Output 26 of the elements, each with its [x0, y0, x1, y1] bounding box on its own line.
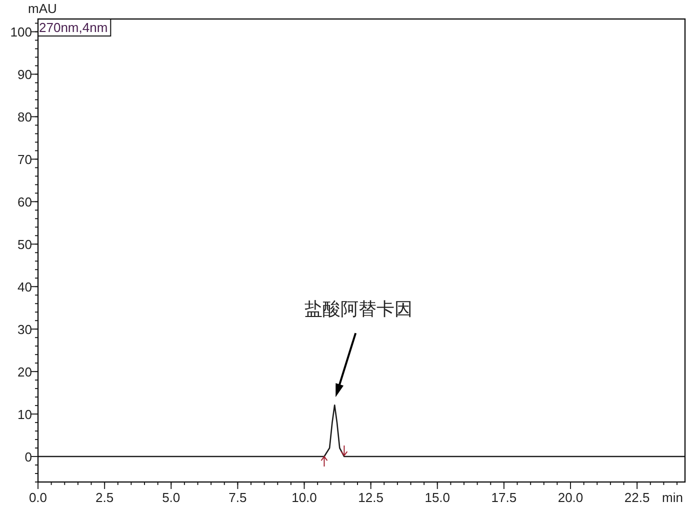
x-tick-label: 15.0: [424, 490, 450, 505]
y-tick-label: 50: [18, 237, 32, 252]
text: 270nm,4nm: [39, 20, 108, 35]
x-axis-title: min: [662, 490, 683, 505]
x-tick-label: 0.0: [28, 490, 48, 505]
x-tick-label: 20.0: [558, 490, 584, 505]
x-tick-label: 12.5: [358, 490, 384, 505]
y-tick-label: 100: [10, 24, 32, 40]
y-tick-label: 70: [18, 152, 32, 168]
y-tick-label: 20: [18, 364, 32, 380]
x-tick-label: 10.0: [292, 490, 317, 505]
y-axis-title: mAU: [28, 1, 57, 16]
x-tick-label: 2.5: [96, 490, 114, 505]
x-tick-label: 17.5: [491, 490, 517, 505]
x-tick-label: 5.0: [162, 490, 180, 505]
x-tick-label: 22.5: [624, 490, 650, 505]
y-tick-label: 0: [24, 450, 32, 465]
y-tick-label: 90: [18, 67, 32, 82]
y-tick-label: 60: [18, 194, 32, 210]
y-tick-label: 30: [18, 322, 32, 338]
annotation: 盐酸阿替卡因: [304, 299, 413, 398]
x-tick-label: 7.5: [228, 490, 247, 505]
y-tick-label: 40: [18, 280, 32, 295]
y-tick-label: 10: [18, 407, 32, 422]
annotation: 盐酸阿替卡因: [304, 299, 413, 320]
y-tick-label: 80: [18, 110, 32, 125]
